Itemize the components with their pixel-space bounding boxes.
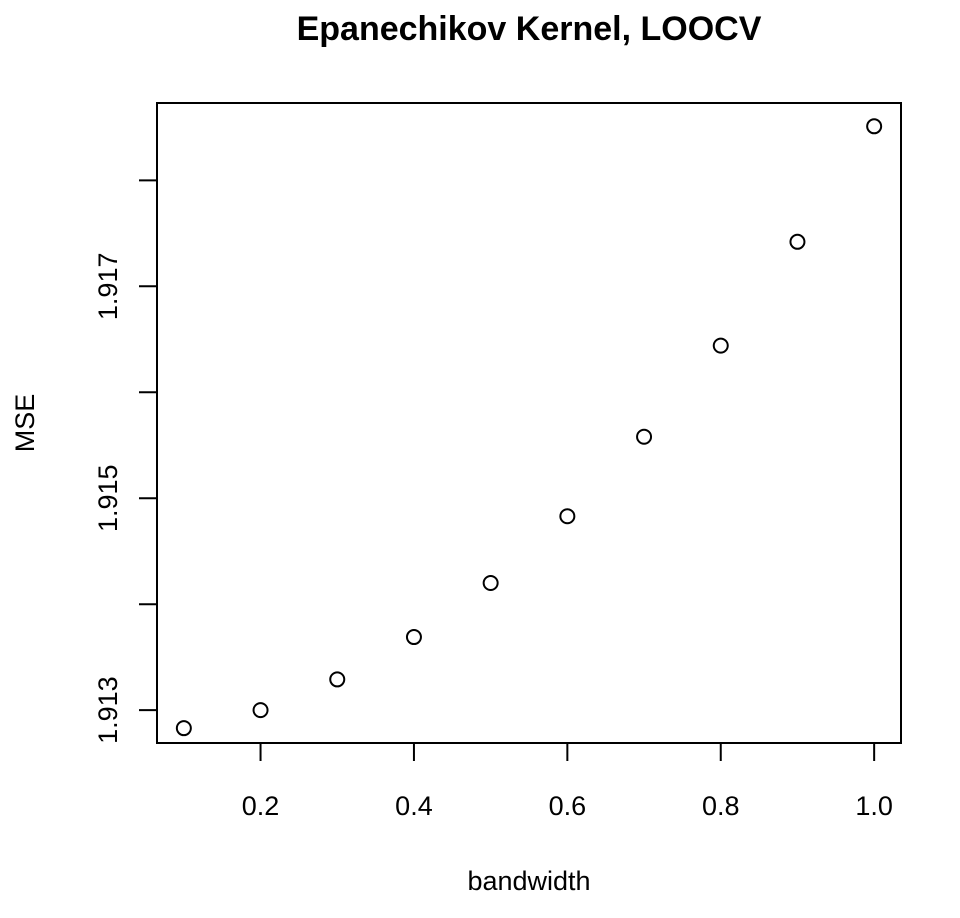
x-tick-label: 0.6 [549,791,587,821]
data-point [866,118,883,135]
data-point [636,428,653,445]
x-axis-label: bandwidth [467,866,590,896]
data-point [405,629,422,646]
data-point [175,720,192,737]
data-point [559,508,576,525]
data-point [482,575,499,591]
x-tick-label: 0.2 [242,791,280,821]
plot-frame [156,102,902,744]
x-tick-label: 0.8 [702,791,740,821]
y-tick-label: 1.913 [93,676,123,744]
data-point [789,233,806,250]
x-tick-label: 1.0 [855,791,893,821]
chart-title: Epanechikov Kernel, LOOCV [297,10,762,48]
y-axis-label: MSE [10,394,40,453]
x-tick-label: 0.4 [395,791,433,821]
y-axis: 1.913 1.915 1.917 [93,179,158,744]
y-tick-label: 1.917 [93,253,123,321]
data-points [175,118,883,737]
y-tick-label: 1.915 [93,464,123,532]
x-axis: 0.2 0.4 0.6 0.8 1.0 [242,742,893,821]
data-point [329,671,346,688]
data-point [252,702,269,719]
data-point [712,337,729,354]
